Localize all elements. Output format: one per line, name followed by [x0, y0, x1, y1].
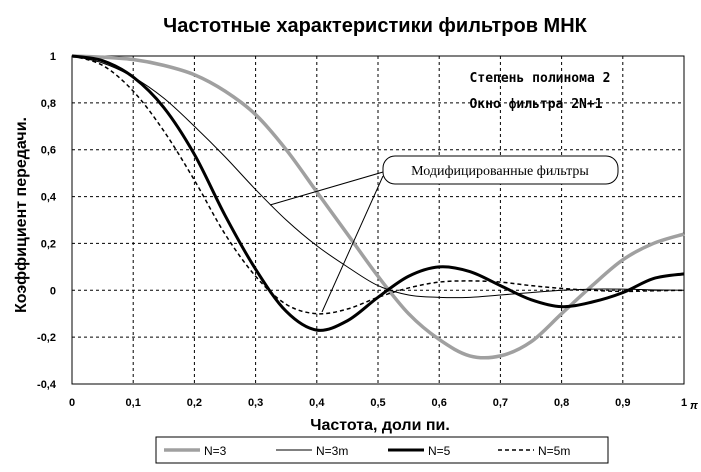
plot-area: 0 0,1 0,2 0,3 0,4 0,5 0,6 0,7 0,8 0,9 1 1 0,8 0,6 0,4… [37, 51, 687, 409]
x-tick-label: 0,4 [309, 397, 325, 409]
legend: N=3 N=3m N=5 N=5m [155, 436, 609, 464]
legend-label: N=5m [538, 444, 570, 458]
x-tick-label: 1 [681, 397, 687, 409]
y-tick-label: -0,4 [37, 379, 57, 391]
x-tick-label: 0,9 [615, 397, 630, 409]
y-axis-title: Коэффициент передачи. [13, 117, 30, 313]
y-tick-label: 0 [50, 285, 56, 297]
callout-text: Модифицированные фильтры [411, 164, 589, 179]
x-tick-label: 0,6 [432, 397, 447, 409]
x-tick-label: 0,7 [493, 397, 508, 409]
series-line-n-5m [71, 55, 685, 315]
callout: Модифицированные фильтры [269, 155, 619, 313]
callout-line-2 [321, 175, 384, 313]
y-tick-label: 1 [50, 51, 56, 63]
legend-label: N=3m [316, 444, 348, 458]
pi-label: π [690, 400, 698, 412]
grid [72, 56, 684, 384]
annotation-degree: Степень полинома 2 [470, 71, 611, 86]
legend-box [155, 436, 609, 464]
chart-title: Частотные характеристики фильтров МНК [163, 15, 588, 37]
y-tick-labels: 1 0,8 0,6 0,4 0,2 0 -0,2 -0,4 [37, 51, 57, 391]
x-tick-label: 0,1 [126, 397, 141, 409]
x-tick-label: 0,5 [370, 397, 385, 409]
legend-label: N=5 [428, 444, 451, 458]
y-tick-label: -0,2 [37, 332, 56, 344]
y-tick-label: 0,2 [41, 238, 56, 250]
series-group [71, 54, 685, 360]
x-tick-labels: 0 0,1 0,2 0,3 0,4 0,5 0,6 0,7 0,8 0,9 1 [69, 397, 687, 409]
x-tick-label: 0,2 [187, 397, 202, 409]
callout-line-1 [269, 171, 384, 206]
callout-box [382, 155, 619, 185]
legend-label: N=3 [204, 444, 227, 458]
annotation-window: Окно фильтра 2N+1 [469, 97, 602, 112]
y-tick-label: 0,6 [41, 145, 56, 157]
x-tick-label: 0,3 [248, 397, 263, 409]
x-axis-title: Частота, доли пи. [310, 417, 450, 434]
series-line-n-5 [71, 54, 685, 332]
y-tick-label: 0,4 [41, 192, 57, 204]
x-tick-label: 0,8 [554, 397, 569, 409]
x-tick-label: 0 [69, 397, 75, 409]
y-tick-label: 0,8 [41, 98, 56, 110]
series-line-n-3 [71, 54, 685, 360]
